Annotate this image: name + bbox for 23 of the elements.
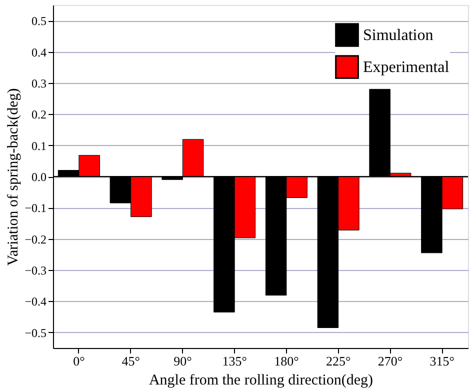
x-tick-label: 225°: [326, 354, 351, 368]
y-tick-label: 0.5: [32, 14, 46, 28]
x-tick-label: 0°: [73, 354, 85, 368]
x-tick-label: 315°: [430, 354, 454, 368]
y-tick-label: −0.1: [24, 201, 46, 216]
y-axis-title: Variation of spring-back(deg): [6, 88, 22, 266]
x-tick-label: 45°: [122, 354, 140, 368]
y-tick-label: −0.3: [24, 264, 46, 278]
x-tick-label: 270°: [378, 354, 403, 368]
y-tick-label: 0.2: [32, 108, 46, 122]
legend-label: Simulation: [363, 27, 434, 44]
y-tick-label: 0.4: [32, 45, 46, 60]
x-tick-label: 90°: [174, 354, 192, 368]
y-tick-label: 0.1: [32, 138, 46, 153]
y-tick-label: −0.5: [24, 326, 46, 340]
x-axis-title: Angle from the rolling direction(deg): [148, 372, 374, 388]
y-tick-label: 0.3: [32, 76, 46, 90]
x-tick-label: 135°: [222, 354, 247, 368]
y-tick-label: −0.2: [24, 232, 46, 246]
legend-label: Experimental: [363, 59, 450, 76]
y-tick-label: −0.4: [24, 294, 46, 309]
y-tick-label: 0.0: [32, 170, 46, 184]
x-tick-label: 180°: [274, 354, 299, 368]
